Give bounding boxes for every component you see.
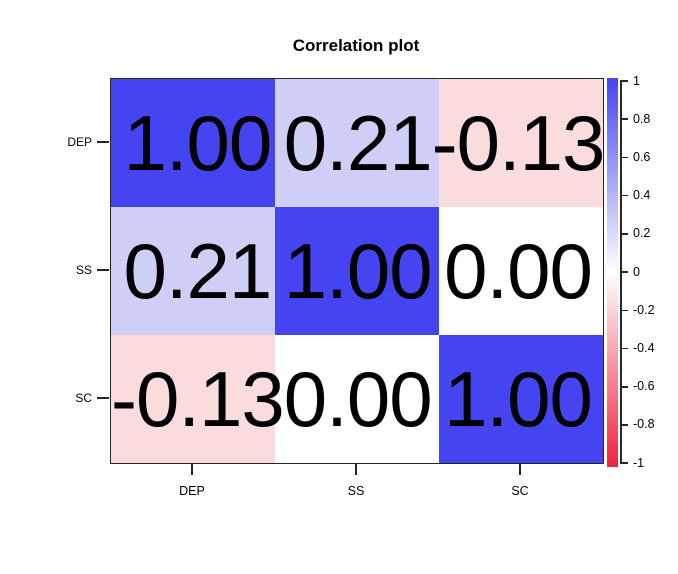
heatmap-cell-value: 0.21 [283,99,433,187]
colorbar-tick [620,347,628,350]
heatmap-cell-value: 0.21 [123,227,272,315]
heatmap-cell-value: -0.13 [431,99,606,187]
heatmap-cell-SC-DEP [111,335,275,463]
colorbar-tick [620,156,628,159]
colorbar-tick [620,424,628,426]
heatmap-cell-DEP-DEP [111,79,275,207]
heatmap-cell-value: 1.00 [444,355,593,443]
x-axis-tick [519,463,521,475]
colorbar-tick-label: 0 [633,264,640,279]
heatmap: 1.00 0.21 -0.13 0.21 1.00 0.00 -0.13 0.00 1.00 [110,78,606,464]
y-axis-tick [97,397,109,399]
colorbar-tick-label: -0.8 [633,417,655,432]
colorbar-tick-label: -0.2 [633,302,655,317]
colorbar-gradient [607,78,618,467]
x-axis-tick [355,463,357,475]
colorbar-tick [620,271,628,273]
y-axis-label-DEP: DEP [67,135,92,149]
x-axis-label-SC: SC [511,484,529,498]
heatmap-cell-value: 0.00 [444,227,593,315]
heatmap-cell-SC-SS [275,335,439,463]
colorbar-tick-label: -0.6 [633,379,655,394]
y-axis-label-SC: SC [75,391,92,405]
heatmap-cell-DEP-SC [439,79,603,207]
x-axis-tick [191,463,193,475]
y-axis-tick [97,141,109,143]
heatmap-cell-SS-SS [275,207,439,335]
heatmap-cell-SC-SC [439,335,603,463]
heatmap-cell-value: 0.00 [283,355,433,443]
heatmap-cell-SS-SC [439,207,603,335]
colorbar-tick-label: -1 [633,455,645,470]
colorbar-tick-label: 0.8 [633,111,651,126]
colorbar-tick-label: 1 [633,73,640,88]
colorbar-tick [620,386,628,388]
y-axis-tick [97,269,109,271]
colorbar-tick [620,80,628,82]
colorbar-tick [620,309,628,312]
y-axis-label-SS: SS [75,263,92,277]
colorbar-tick [620,462,628,464]
colorbar-tick-label: 0.2 [633,226,651,241]
colorbar-tick-label: 0.6 [633,149,651,164]
colorbar-tick-label: 0.4 [633,188,651,203]
x-axis-label-SS: SS [347,484,365,498]
heatmap-cell-labels: 1.00 0.21 -0.13 0.21 1.00 0.00 -0.13 0.00 1.00 [111,79,606,463]
x-axis-label-DEP: DEP [179,484,205,498]
heatmap-cell-SS-DEP [111,207,275,335]
chart-title: Correlation plot [292,36,420,55]
heatmap-grid [111,79,603,463]
heatmap-cell-DEP-SS [275,79,439,207]
colorbar-tick [620,194,628,197]
colorbar-tick [620,118,628,120]
colorbar-tick [620,233,628,235]
colorbar-tick-label: -0.4 [633,341,655,356]
heatmap-cell-value: 1.00 [283,227,433,315]
heatmap-cell-value: -0.13 [111,355,285,443]
heatmap-cell-value: 1.00 [123,99,272,187]
